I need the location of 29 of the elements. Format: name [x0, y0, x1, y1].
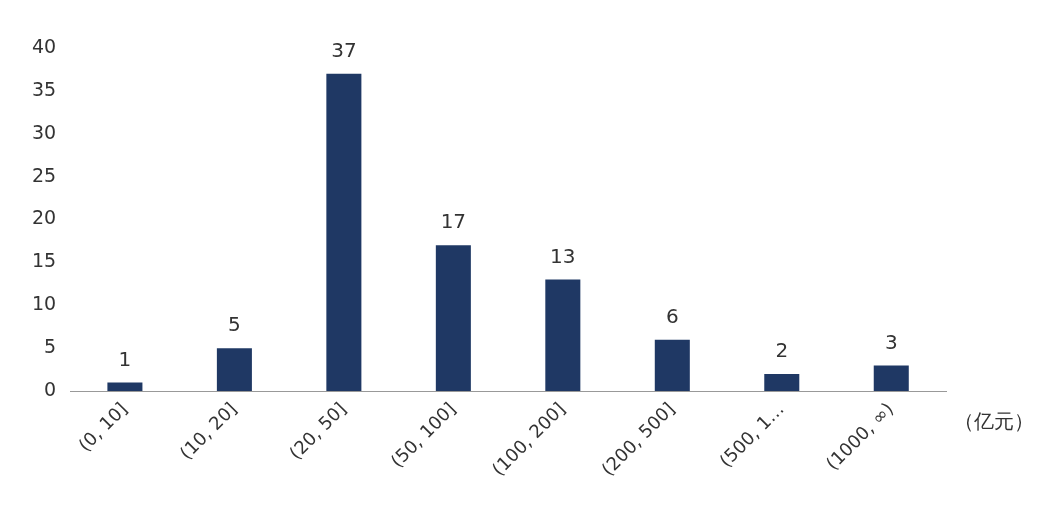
y-tick-label: 20 — [31, 206, 57, 229]
bar — [764, 373, 800, 392]
bar — [545, 279, 581, 392]
y-tick-label: 25 — [31, 163, 57, 186]
data-label: 3 — [884, 329, 898, 354]
data-label: 37 — [331, 37, 357, 62]
x-tick-label: (0, 10] — [73, 398, 132, 456]
data-label: 6 — [665, 303, 679, 328]
bar — [107, 382, 143, 392]
data-label: 2 — [775, 338, 789, 363]
bar — [326, 73, 362, 392]
bar — [435, 245, 471, 392]
x-axis-title: （亿元） — [954, 409, 1034, 434]
bar — [216, 348, 252, 392]
x-tick-label: (20, 50] — [284, 398, 350, 464]
data-label: 17 — [440, 209, 467, 234]
data-label: 1 — [118, 346, 132, 371]
data-label: 5 — [228, 312, 241, 337]
y-tick-label: 15 — [31, 249, 57, 272]
bar — [654, 339, 690, 392]
y-tick-label: 40 — [31, 34, 57, 57]
y-tick-label: 10 — [31, 292, 57, 315]
x-tick-label: (10, 20] — [175, 398, 241, 464]
y-tick-label: 30 — [31, 120, 57, 143]
y-tick-label: 35 — [31, 77, 57, 100]
data-label: 13 — [550, 243, 576, 268]
bar — [873, 365, 909, 392]
y-tick-label: 0 — [44, 378, 57, 401]
y-tick-label: 5 — [44, 335, 57, 358]
